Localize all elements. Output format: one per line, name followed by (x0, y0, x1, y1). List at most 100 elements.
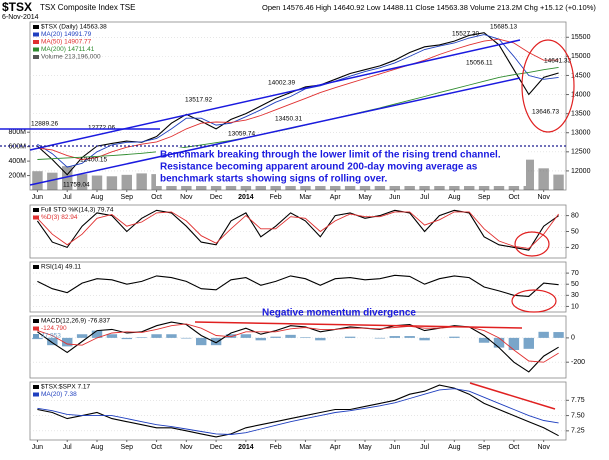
bar (240, 334, 252, 338)
quote: Open 14576.46 High 14640.92 Low 14488.11… (262, 3, 596, 12)
bar (91, 330, 103, 338)
annotation: Resistance becoming apparent around 200-… (160, 162, 478, 173)
x-tick-label: Sep (478, 444, 491, 451)
highlight (511, 289, 557, 313)
legend-label: MA(20) 14991.79 (41, 31, 92, 38)
annotation-box (156, 148, 526, 186)
x-tick-label: Nov (180, 444, 193, 451)
bar (344, 336, 356, 338)
y-tick-label: 12000 (571, 168, 591, 175)
price-label: 13059.74 (228, 131, 255, 138)
x-tick-label: 2014 (238, 194, 254, 201)
legend-swatch (33, 47, 39, 52)
x-tick-label: Oct (508, 444, 519, 451)
x-tick-label: Feb (270, 194, 282, 201)
chart-title: TSX Composite Index TSE (40, 3, 135, 12)
bar (91, 175, 103, 190)
annotation: Benchmark breaking through the lower lim… (160, 150, 501, 161)
bar (106, 334, 118, 338)
bar (47, 172, 58, 190)
bar (151, 334, 162, 338)
series-line (37, 388, 559, 435)
bar (270, 336, 281, 338)
x-tick-label: Jul (63, 194, 72, 201)
bar (121, 337, 132, 340)
bar (181, 337, 192, 339)
bar (106, 176, 118, 190)
legend-swatch (33, 25, 39, 29)
x-tick-label: Jun (389, 444, 400, 451)
x-tick-label: Jul (63, 444, 72, 451)
trend-line (29, 77, 521, 186)
x-tick-label: Apr (330, 194, 342, 201)
x-tick-label: Jun (389, 194, 400, 201)
y-tick-label: 14000 (571, 91, 591, 98)
bar (210, 337, 222, 346)
y-tick-label: 13000 (571, 130, 591, 137)
annotation: Negative momentum divergence (262, 308, 416, 319)
y-tick-label: 7.50 (571, 412, 585, 419)
price-label: 12772.06 (88, 125, 115, 132)
series-line (37, 38, 559, 160)
bar (300, 337, 311, 338)
annotations (0, 39, 575, 410)
x-tick-label: Aug (91, 194, 104, 201)
y-tick-label: 0 (571, 335, 575, 342)
divergence-line (194, 321, 523, 329)
bar (523, 159, 534, 190)
x-tick-label: Dec (210, 194, 223, 201)
price-label: 14002.39 (268, 80, 295, 87)
bar (553, 332, 564, 338)
legend-label: MACD(12,26,9) -76.837 (41, 318, 110, 325)
series-line (36, 209, 559, 251)
bar (76, 174, 88, 190)
x-tick-label: Jun (32, 444, 43, 451)
x-tick-label: Sep (478, 194, 491, 201)
x-tick-label: Mar (299, 194, 312, 201)
y-tick-label: 12500 (571, 149, 591, 156)
series-line (37, 34, 559, 168)
y-tick-label: 13500 (571, 110, 591, 117)
y-tick-label: 50 (571, 228, 579, 235)
bar (315, 337, 326, 341)
legend-swatch (33, 326, 39, 331)
x-tick-label: May (358, 194, 372, 201)
bar (136, 173, 147, 190)
bar (404, 336, 415, 338)
y-tick-label: -200 (571, 359, 585, 366)
x-tick-label: Jul (420, 194, 429, 201)
legend-label: Volume 213,196,000 (41, 54, 101, 61)
x-tick-label: Aug (448, 194, 461, 201)
legend-swatch (33, 40, 39, 44)
bar (121, 174, 132, 190)
x-tick-label: Sep (121, 194, 134, 201)
date: 6-Nov-2014 (2, 14, 39, 21)
legend-swatch (33, 208, 39, 212)
x-tick-label: Sep (121, 444, 134, 451)
legend-label: MA(50) 14907.77 (41, 39, 92, 46)
legend-label: 47.953 (41, 333, 61, 340)
y2-tick-label: 600M (8, 144, 26, 151)
legend-label: Full STO %K(14,3) 79.74 (41, 207, 114, 214)
legend-label: MA(20) 7.38 (41, 391, 77, 398)
bar (32, 171, 43, 190)
plot-frame (29, 381, 567, 441)
x-tick-label: Aug (91, 444, 104, 451)
bar (538, 168, 549, 190)
bar (508, 337, 520, 351)
bar (285, 334, 296, 338)
x-tick-label: Dec (210, 444, 223, 451)
x-tick-label: Oct (151, 194, 162, 201)
y-tick-label: 10 (571, 303, 579, 310)
price-label: 12889.26 (31, 121, 58, 128)
y-tick-label: 80 (571, 212, 579, 219)
legend-label: MA(200) 14711.41 (41, 46, 95, 53)
y-tick-label: 15000 (571, 53, 591, 60)
bar (225, 334, 237, 338)
y-tick-label: 14500 (571, 72, 591, 79)
legend-label: $TSX:$SPX 7.17 (41, 384, 91, 391)
bar (553, 174, 564, 190)
legend-swatch (33, 334, 39, 338)
bar (493, 337, 505, 348)
legend-swatch (33, 265, 39, 269)
